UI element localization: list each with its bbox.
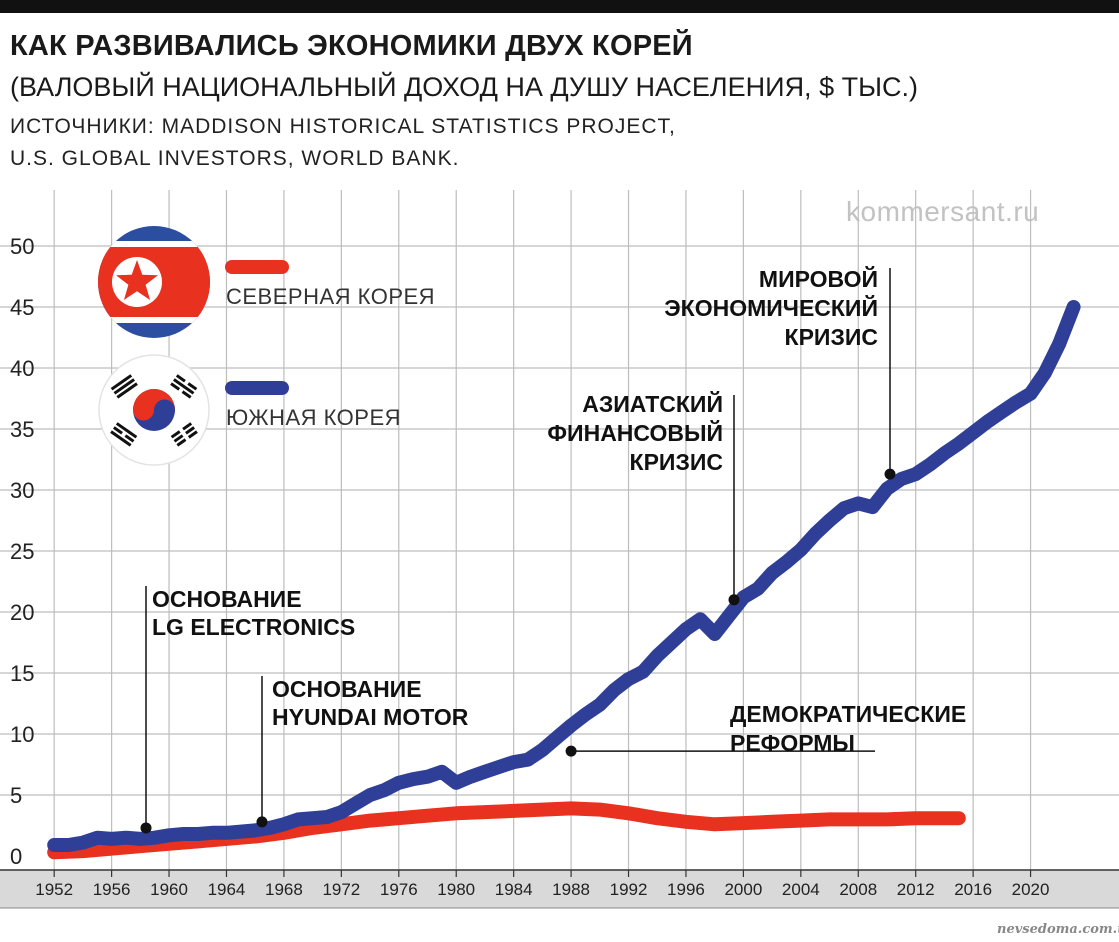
- y-tick-label: 45: [10, 295, 34, 320]
- x-tick-label: 1996: [667, 880, 705, 899]
- x-tick-label: 1992: [610, 880, 648, 899]
- y-tick-label: 0: [10, 844, 22, 869]
- x-axis-band: [0, 870, 1119, 908]
- x-tick-label: 2012: [897, 880, 935, 899]
- annotation-text: АЗИАТСКИЙ: [582, 390, 723, 417]
- annotation-text: ФИНАНСОВЫЙ: [547, 419, 723, 446]
- x-tick-label: 1976: [380, 880, 418, 899]
- x-tick-label: 1972: [322, 880, 360, 899]
- annotation-text: ЭКОНОМИЧЕСКИЙ: [664, 294, 878, 321]
- source-line-2: U.S. GLOBAL INVESTORS, WORLD BANK.: [10, 147, 460, 170]
- source-line-1: ИСТОЧНИКИ: MADDISON HISTORICAL STATISTIC…: [10, 115, 676, 138]
- x-tick-label: 2020: [1012, 880, 1050, 899]
- annotation-text: ДЕМОКРАТИЧЕСКИЕ: [730, 701, 966, 727]
- chart-title: КАК РАЗВИВАЛИСЬ ЭКОНОМИКИ ДВУХ КОРЕЙ: [10, 30, 693, 62]
- y-tick-label: 40: [10, 356, 34, 381]
- annotation-text: МИРОВОЙ: [759, 265, 878, 292]
- annotation-dot: [140, 822, 152, 834]
- x-tick-label: 1968: [265, 880, 303, 899]
- y-tick-label: 10: [10, 722, 34, 747]
- x-tick-label: 2008: [839, 880, 877, 899]
- north-korea-flag-icon: [98, 226, 210, 338]
- x-tick-label: 2004: [782, 880, 820, 899]
- annotation-text: РЕФОРМЫ: [730, 730, 855, 756]
- legend-label-south: ЮЖНАЯ КОРЕЯ: [226, 405, 401, 430]
- chart-subtitle: (ВАЛОВЫЙ НАЦИОНАЛЬНЫЙ ДОХОД НА ДУШУ НАСЕ…: [10, 72, 918, 102]
- y-tick-label: 35: [10, 417, 34, 442]
- annotation-text: LG ELECTRONICS: [152, 614, 355, 640]
- x-tick-label: 1984: [495, 880, 533, 899]
- annotation-text: ОСНОВАНИЕ: [152, 586, 302, 612]
- x-tick-label: 1988: [552, 880, 590, 899]
- y-tick-label: 5: [10, 783, 22, 808]
- x-tick-label: 1956: [93, 880, 131, 899]
- annotation-dot: [565, 745, 577, 757]
- legend-label-north: СЕВЕРНАЯ КОРЕЯ: [226, 284, 435, 309]
- series: [47, 300, 1081, 860]
- x-tick-label: 1960: [150, 880, 188, 899]
- x-tick-label: 2000: [724, 880, 762, 899]
- y-tick-label: 20: [10, 600, 34, 625]
- annotation-text: КРИЗИС: [785, 324, 878, 350]
- annotation-dot: [884, 468, 896, 480]
- y-tick-label: 50: [10, 234, 34, 259]
- annotation-democ: ДЕМОКРАТИЧЕСКИЕ РЕФОРМЫ: [565, 701, 966, 757]
- top-bar: [0, 0, 1119, 13]
- footer-watermark: nevsedoma.com.ua: [997, 922, 1119, 937]
- annotation-text: HYUNDAI MOTOR: [272, 704, 469, 730]
- y-tick-label: 25: [10, 539, 34, 564]
- x-tick-label: 1980: [437, 880, 475, 899]
- series-line-south: [47, 300, 1081, 852]
- series-line-north: [47, 801, 966, 860]
- y-tick-label: 30: [10, 478, 34, 503]
- x-tick-label: 1952: [35, 880, 73, 899]
- south-korea-flag-icon: [98, 354, 210, 466]
- x-axis: 1952 1956 1960 1964 1968 1972 1976 1980 1984 1988…: [0, 869, 1119, 909]
- x-tick-label: 2016: [954, 880, 992, 899]
- x-tick-label: 1964: [208, 880, 246, 899]
- watermark: kommersant.ru: [846, 196, 1040, 227]
- annotation-text: ОСНОВАНИЕ: [272, 676, 422, 702]
- legend: СЕВЕРНАЯ КОРЕЯ ЮЖНАЯ КОРЕЯ: [98, 226, 435, 466]
- y-tick-label: 15: [10, 661, 34, 686]
- y-axis: 0 5 10 15 20 25 30 35 40 45 50: [10, 234, 34, 869]
- annotation-text: КРИЗИС: [630, 449, 723, 475]
- annotation-dot: [728, 594, 740, 606]
- annotation-dot: [256, 816, 268, 828]
